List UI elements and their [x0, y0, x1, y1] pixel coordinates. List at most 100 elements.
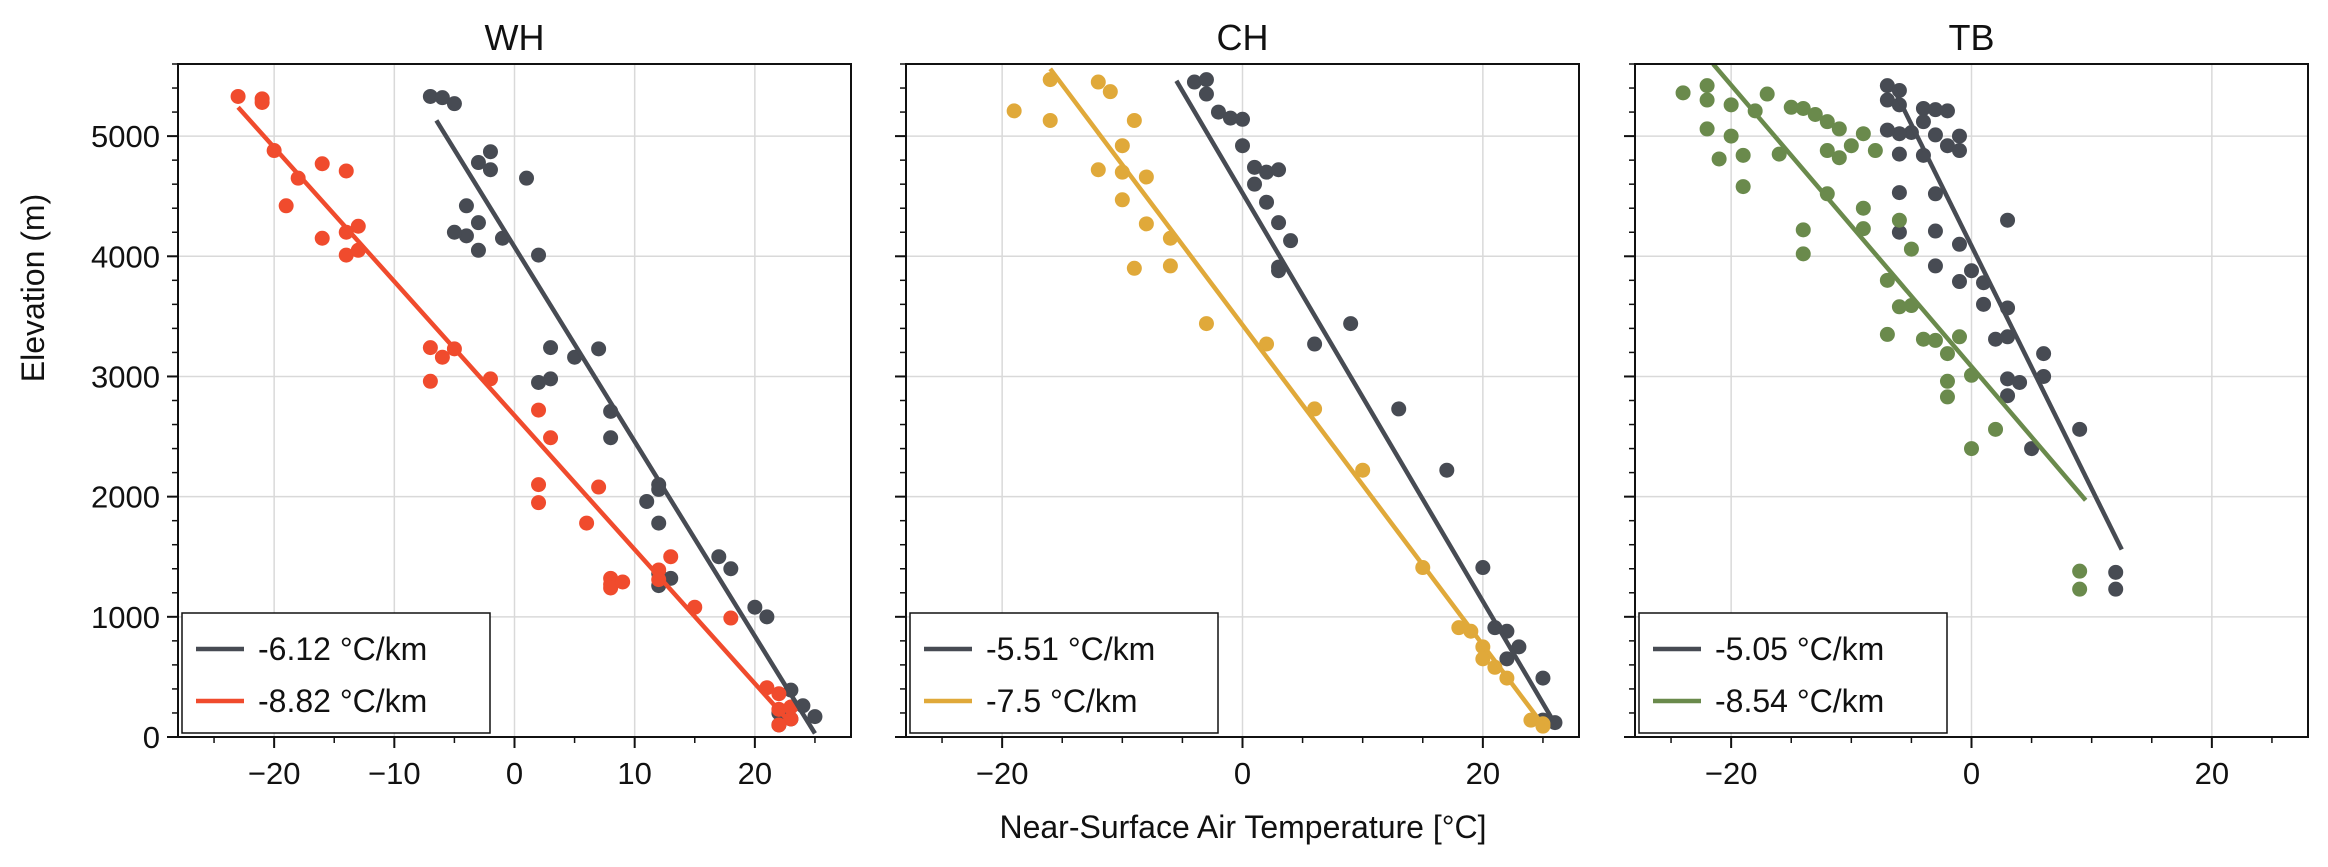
- data-point: [1723, 97, 1739, 113]
- fit-line: [1891, 87, 2124, 551]
- data-point: [2000, 371, 2016, 387]
- data-point: [1271, 263, 1287, 279]
- data-point: [615, 574, 631, 590]
- data-point: [1475, 560, 1491, 576]
- data-point: [1198, 86, 1214, 102]
- data-point: [470, 215, 486, 231]
- data-point: [531, 374, 547, 390]
- data-point: [711, 549, 727, 565]
- data-point: [1915, 114, 1931, 130]
- data-point: [1927, 102, 1943, 118]
- data-point: [1222, 110, 1238, 126]
- x-tick-label: −10: [368, 756, 421, 791]
- panel-title: WH: [485, 17, 545, 58]
- data-point: [591, 479, 607, 495]
- y-axis-label: Elevation (m): [15, 194, 51, 383]
- data-point: [1090, 162, 1106, 178]
- data-point: [338, 247, 354, 263]
- legend: -5.05 °C/km -8.54 °C/km: [1638, 612, 1948, 734]
- data-point: [1759, 86, 1775, 102]
- x-tick-label: 20: [1466, 756, 1500, 791]
- legend-box: [1638, 612, 1948, 734]
- data-point: [723, 561, 739, 577]
- data-point: [1126, 112, 1142, 128]
- data-point: [1247, 159, 1263, 175]
- data-point: [1247, 176, 1263, 192]
- data-point: [1499, 651, 1515, 667]
- data-point: [1210, 104, 1226, 120]
- series-1: [1186, 72, 1563, 733]
- data-point: [1114, 138, 1130, 154]
- data-point: [254, 94, 270, 110]
- data-point: [1879, 92, 1895, 108]
- fit-line: [1048, 67, 1545, 727]
- fit-line: [434, 119, 817, 735]
- data-point: [1307, 336, 1323, 352]
- data-point: [1964, 441, 1979, 457]
- data-point: [1867, 143, 1883, 159]
- x-axis-label: Near-Surface Air Temperature [°C]: [999, 809, 1486, 845]
- data-point: [1855, 126, 1871, 142]
- x-tick-label: 0: [1234, 756, 1251, 791]
- data-point: [1343, 316, 1359, 332]
- data-point: [1927, 127, 1943, 143]
- data-point: [422, 373, 438, 389]
- data-point: [1891, 126, 1907, 142]
- data-point: [446, 96, 462, 112]
- x-tick-label: 20: [2195, 756, 2229, 791]
- panel-title: TB: [1948, 17, 1994, 58]
- data-point: [1855, 200, 1871, 216]
- data-point: [458, 198, 474, 214]
- data-point: [1891, 224, 1907, 240]
- data-point: [2072, 581, 2088, 597]
- data-point: [350, 218, 366, 234]
- panel-tb: −20 0 20 TB -5.05 °C/km -8.54 °C/km: [1624, 17, 2309, 791]
- data-point: [1114, 192, 1130, 208]
- data-point: [1735, 147, 1751, 163]
- data-point: [1511, 639, 1527, 655]
- data-point: [1795, 222, 1811, 238]
- fit-line: [236, 105, 793, 726]
- y-tick-label: 1000: [91, 600, 160, 635]
- data-point: [1927, 223, 1943, 239]
- y-tick-label: 3000: [91, 359, 160, 394]
- data-point: [1927, 258, 1943, 274]
- data-point: [1951, 236, 1967, 252]
- data-point: [1927, 332, 1943, 348]
- data-point: [1259, 194, 1275, 210]
- data-point: [1259, 336, 1275, 352]
- data-point: [2072, 563, 2088, 579]
- data-point: [1939, 346, 1955, 362]
- data-point: [1535, 670, 1551, 686]
- data-point: [1090, 74, 1106, 90]
- x-tick-label: 20: [738, 756, 772, 791]
- legend-box: [909, 612, 1219, 734]
- data-point: [639, 493, 655, 509]
- data-point: [1042, 112, 1058, 128]
- data-point: [1198, 316, 1214, 332]
- y-tick-label: 5000: [91, 119, 160, 154]
- data-point: [482, 144, 498, 160]
- legend-label: -8.82 °C/km: [258, 683, 427, 719]
- data-point: [759, 609, 775, 625]
- y-tick-label: 4000: [91, 239, 160, 274]
- x-tick-label: 0: [506, 756, 523, 791]
- data-point: [1939, 138, 1955, 154]
- data-point: [663, 570, 679, 586]
- series-1: [1879, 78, 2124, 597]
- data-point: [1475, 651, 1491, 667]
- data-point: [1783, 99, 1799, 115]
- data-point: [531, 477, 547, 493]
- data-point: [434, 90, 450, 106]
- data-point: [1819, 143, 1835, 159]
- data-point: [1879, 326, 1895, 342]
- data-point: [807, 709, 823, 725]
- data-point: [1198, 72, 1214, 88]
- data-point: [1162, 258, 1178, 274]
- data-point: [1891, 185, 1907, 201]
- data-point: [1126, 260, 1142, 276]
- data-point: [519, 170, 535, 186]
- data-point: [543, 371, 559, 387]
- data-point: [2108, 581, 2124, 597]
- axes-frame: [905, 63, 1580, 738]
